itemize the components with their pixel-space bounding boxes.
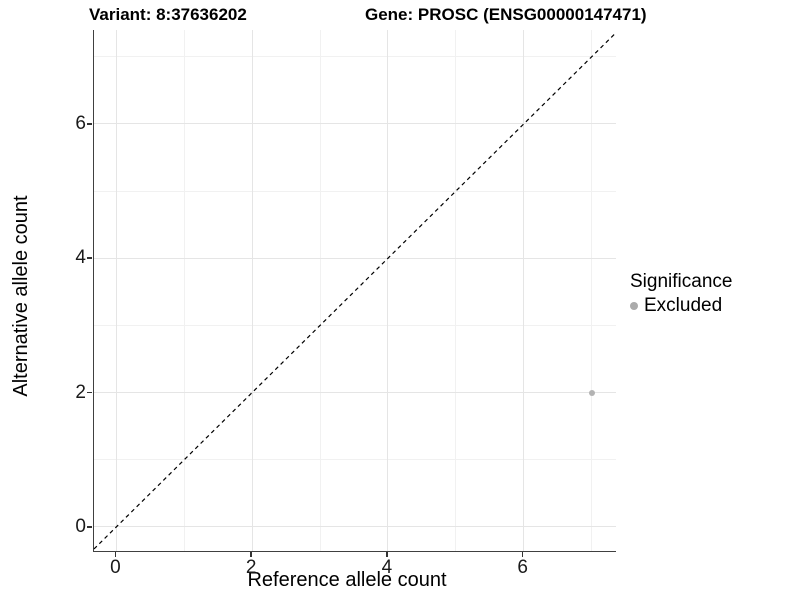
y-axis-tick	[87, 391, 92, 394]
plot-title-gene: Gene: PROSC (ENSG00000147471)	[365, 5, 647, 24]
x-tick-label: 2	[245, 557, 257, 578]
x-axis-title: Reference allele count	[247, 569, 447, 591]
gridline-x-major	[251, 30, 253, 551]
gridline-x-minor	[319, 30, 321, 551]
x-tick-label: 6	[517, 557, 528, 578]
y-axis-title: Alternative allele count	[10, 195, 32, 397]
y-axis-tick	[87, 526, 92, 528]
gridline-y-major	[94, 392, 616, 394]
y-tick-label: 4	[75, 247, 86, 269]
x-axis-tick	[114, 552, 117, 557]
legend-item-excluded: Excluded	[630, 295, 732, 317]
gridline-y-minor	[94, 324, 616, 326]
gridline-x-major	[387, 30, 389, 551]
gridline-x-minor	[591, 30, 593, 551]
x-axis-tick	[250, 552, 252, 557]
x-tick-label: 0	[110, 557, 121, 578]
gridline-x-major	[115, 30, 117, 551]
gridline-y-major	[94, 526, 616, 528]
legend-point-icon	[630, 302, 638, 310]
gridline-x-major	[523, 30, 525, 551]
gridline-y-minor	[94, 190, 616, 192]
gridline-x-minor	[455, 30, 457, 551]
x-tick-label: 4	[381, 557, 393, 578]
data-point	[588, 389, 595, 396]
legend: Significance Excluded	[630, 271, 732, 317]
gridline-x-minor	[183, 30, 185, 551]
y-axis-tick	[87, 123, 92, 125]
plot-title-variant: Variant: 8:37636202	[89, 5, 247, 24]
gridline-y-minor	[94, 56, 616, 58]
plot-panel	[93, 30, 617, 552]
y-axis-tick	[87, 257, 92, 260]
y-tick-label: 2	[75, 381, 86, 403]
y-tick-label: 0	[75, 515, 86, 537]
gridline-y-minor	[94, 459, 616, 461]
legend-item-label: Excluded	[644, 295, 723, 316]
gridline-y-major	[94, 257, 616, 259]
legend-title: Significance	[630, 271, 733, 292]
gridline-y-major	[94, 123, 616, 125]
y-tick-label: 6	[75, 112, 86, 134]
x-axis-tick	[521, 552, 524, 557]
x-axis-tick	[386, 552, 388, 557]
identity-dashed-line	[93, 32, 617, 550]
